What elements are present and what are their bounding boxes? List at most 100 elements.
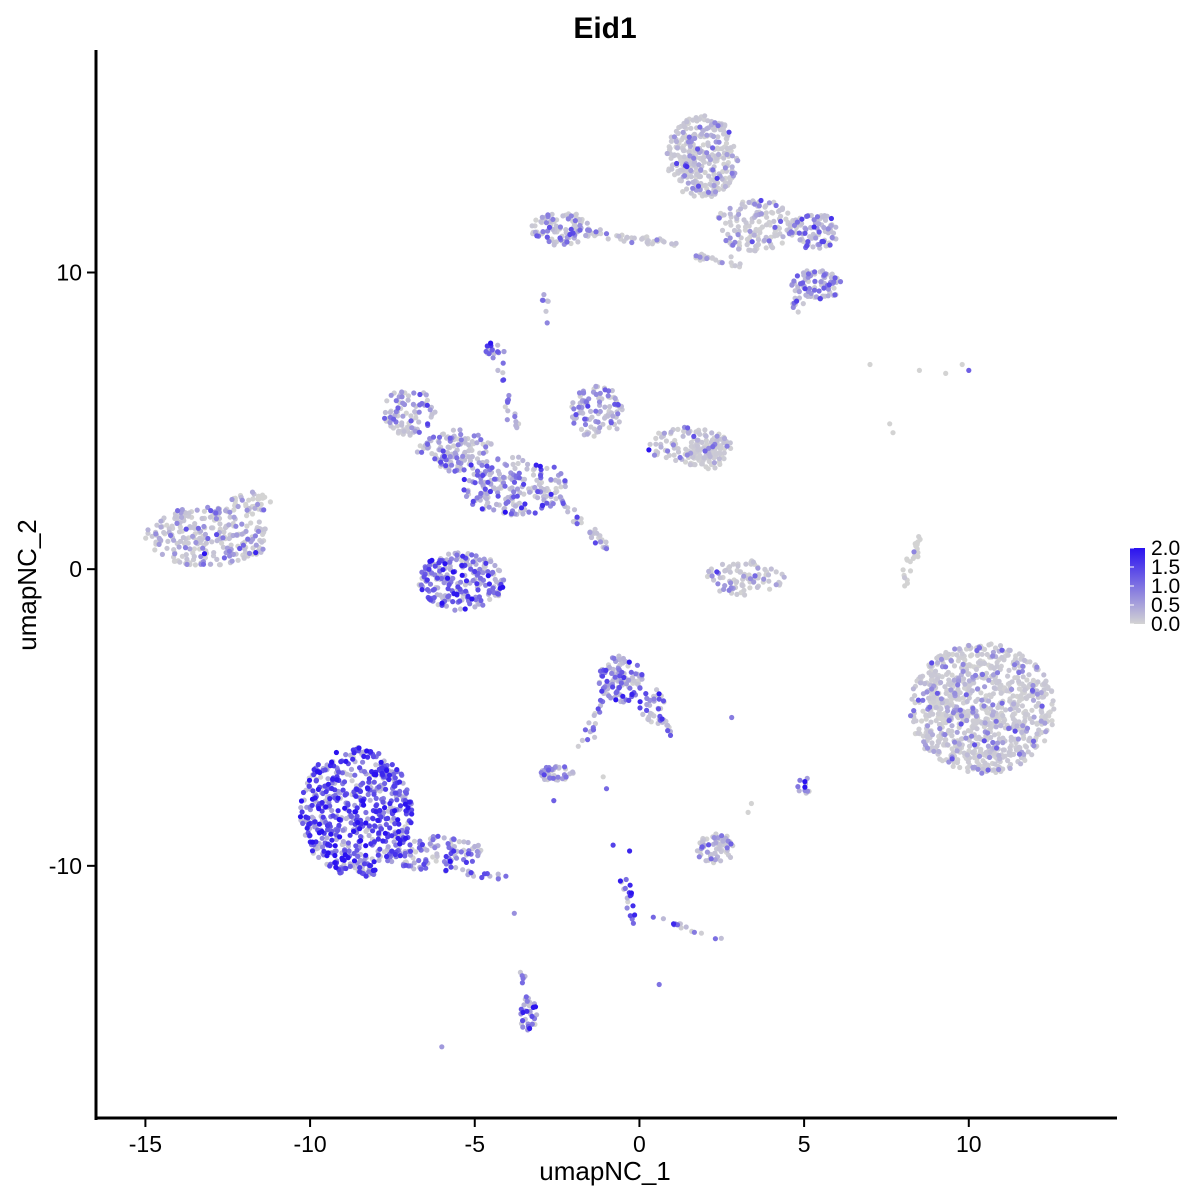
data-point: [745, 809, 751, 816]
data-point: [434, 575, 440, 581]
data-point: [937, 726, 943, 732]
data-point: [904, 580, 911, 586]
data-point: [258, 501, 264, 507]
data-point: [810, 244, 816, 250]
data-point: [589, 414, 595, 420]
data-point: [789, 282, 795, 288]
data-point: [924, 733, 930, 740]
data-point: [550, 501, 556, 507]
data-point: [678, 925, 684, 931]
data-point: [394, 797, 400, 803]
data-point: [172, 551, 178, 557]
data-point: [673, 138, 680, 145]
data-point: [603, 231, 610, 237]
data-point: [505, 408, 511, 414]
data-point: [637, 705, 643, 711]
data-point: [744, 242, 750, 248]
data-point: [924, 745, 931, 751]
data-point: [582, 416, 588, 422]
data-point: [145, 527, 151, 533]
data-point: [427, 581, 434, 587]
data-point: [707, 157, 714, 163]
data-point: [466, 442, 472, 448]
data-point: [385, 808, 391, 814]
data-point: [373, 795, 379, 802]
data-point: [402, 853, 408, 859]
data-point: [220, 535, 226, 541]
data-point: [450, 569, 456, 575]
data-point: [480, 472, 486, 478]
data-point: [729, 170, 735, 176]
data-point: [979, 697, 985, 703]
data-point: [171, 537, 177, 543]
data-point: [931, 695, 937, 701]
data-point: [929, 732, 936, 738]
data-point: [256, 519, 262, 525]
data-point: [1039, 709, 1045, 716]
data-point: [186, 510, 192, 516]
data-point: [1012, 705, 1019, 711]
data-point: [320, 844, 326, 850]
data-point: [970, 749, 976, 756]
data-point: [471, 433, 477, 439]
data-point: [439, 600, 445, 606]
data-point: [346, 808, 352, 814]
data-point: [911, 549, 917, 555]
data-point: [983, 749, 989, 756]
data-point: [693, 115, 699, 121]
data-point: [463, 859, 469, 866]
data-point: [913, 718, 919, 724]
data-point: [720, 838, 726, 844]
data-point: [201, 523, 207, 530]
data-point: [516, 470, 522, 476]
data-point: [713, 840, 719, 846]
data-point: [585, 737, 591, 743]
data-point: [438, 459, 444, 465]
data-point: [997, 683, 1003, 689]
data-point: [729, 153, 736, 159]
data-point: [260, 546, 266, 552]
data-point: [696, 854, 702, 860]
data-point: [719, 260, 725, 266]
data-point: [929, 660, 935, 666]
data-point: [309, 796, 316, 802]
data-point: [998, 690, 1004, 696]
y-tick-label: -10: [49, 853, 82, 879]
data-point: [357, 865, 363, 871]
data-point: [986, 642, 992, 648]
data-point: [334, 777, 340, 783]
data-point: [927, 704, 933, 710]
data-point: [1039, 703, 1045, 709]
data-point: [198, 537, 204, 543]
data-point: [457, 598, 463, 604]
data-point: [981, 738, 987, 744]
data-point: [935, 660, 941, 666]
data-point: [604, 678, 610, 684]
data-point: [949, 733, 955, 739]
data-point: [1020, 723, 1026, 729]
data-point: [831, 285, 837, 291]
data-point: [462, 582, 468, 588]
data-point: [469, 439, 475, 445]
data-point: [486, 590, 492, 596]
data-point: [814, 214, 821, 220]
data-point: [446, 582, 452, 588]
data-point: [161, 515, 167, 521]
data-point: [385, 844, 391, 850]
data-point: [545, 767, 552, 773]
data-point: [319, 800, 325, 806]
data-point: [385, 815, 391, 822]
data-point: [474, 495, 480, 501]
data-point: [685, 180, 691, 186]
data-point: [593, 383, 599, 389]
data-point: [379, 765, 385, 771]
data-point: [429, 570, 435, 576]
data-point: [988, 734, 994, 741]
data-point: [520, 457, 526, 464]
data-point: [378, 814, 384, 820]
data-point: [333, 749, 339, 756]
data-point: [1043, 729, 1049, 735]
data-point: [535, 495, 541, 501]
data-point: [929, 740, 935, 746]
data-point: [831, 279, 837, 285]
